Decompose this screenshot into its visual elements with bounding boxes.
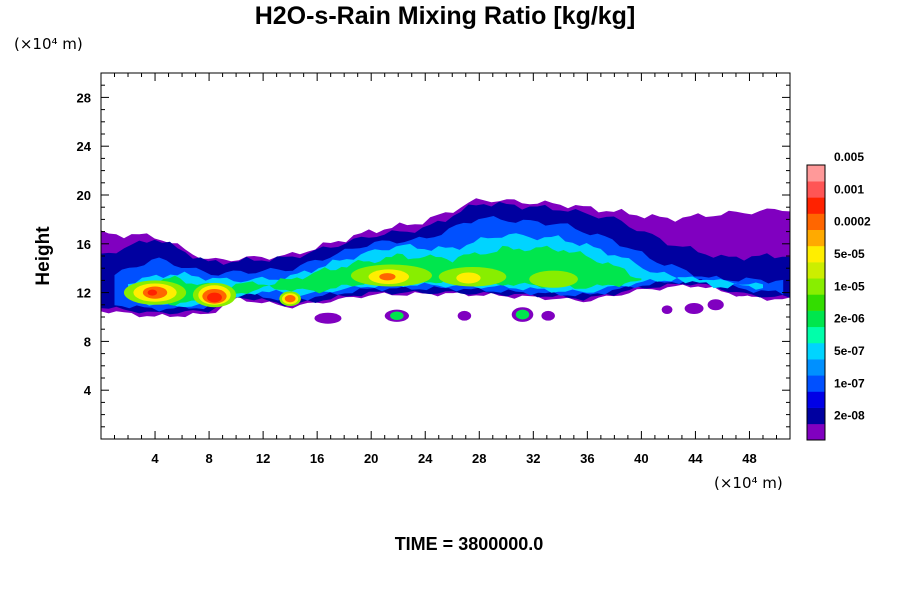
colorbar-swatch: [807, 245, 825, 263]
colorbar-swatch: [807, 375, 825, 392]
y-axis-title: Height: [33, 226, 54, 286]
x-tick-label: 12: [256, 451, 270, 466]
field-cell-level-7: [515, 309, 530, 320]
field-cell-level-0: [684, 302, 704, 314]
y-tick-label: 12: [77, 286, 91, 301]
colorbar-label: 1e-05: [834, 279, 865, 293]
colorbar-swatch: [807, 197, 825, 214]
y-unit-label: (×10⁴ m): [14, 35, 83, 53]
y-tick-label: 20: [77, 188, 91, 203]
colorbar-swatch: [807, 294, 825, 311]
colorbar-swatch: [807, 278, 825, 295]
field-cell-level-11: [456, 272, 481, 284]
y-tick-label: 4: [84, 383, 92, 398]
field-cell-level-13: [284, 295, 296, 303]
chart-title: H2O-s-Rain Mixing Ratio [kg/kg]: [255, 2, 636, 30]
y-axis: 4 8 12 16 20 24 28: [77, 84, 790, 428]
colorbar-swatch: [807, 407, 825, 425]
colorbar-swatch: [807, 181, 825, 198]
x-tick-label: 40: [634, 451, 648, 466]
colorbar-label: 0.001: [834, 182, 864, 196]
colorbar-swatch: [807, 326, 825, 344]
colorbar-swatch: [807, 310, 825, 328]
x-tick-label: 24: [418, 451, 433, 466]
field-cell-level-14: [207, 292, 222, 303]
colorbar-swatch: [807, 262, 825, 279]
field-cell-level-0: [541, 310, 555, 321]
colorbar-frame: [806, 164, 826, 441]
field-cell-level-0: [457, 310, 472, 321]
field-cell-level-0: [707, 299, 724, 311]
colorbar-swatch: [807, 229, 825, 247]
colorbar-swatch: [807, 342, 825, 360]
x-tick-label: 36: [580, 451, 594, 466]
colorbar-label: 2e-06: [834, 312, 865, 326]
x-tick-label: 48: [742, 451, 756, 466]
x-axis: 4 8 12 16 20 24 28 32 36 40 44 48: [114, 73, 777, 466]
colorbar-label: 1e-07: [834, 376, 865, 390]
colorbar: 2e-08 1e-07 5e-07 2e-06 1e-05 5e-05 0.0002 0.00…: [806, 150, 871, 441]
colorbar-label: 5e-05: [834, 247, 865, 261]
colorbar-label: 2e-08: [834, 409, 865, 423]
colorbar-swatch: [807, 213, 825, 231]
x-tick-label: 28: [472, 451, 486, 466]
mixing-ratio-field: [101, 198, 790, 324]
field-cell-level-0: [314, 312, 342, 324]
x-tick-label: 20: [364, 451, 378, 466]
x-tick-label: 44: [688, 451, 703, 466]
x-tick-label: 4: [151, 451, 159, 466]
field-cell-level-9: [529, 270, 578, 288]
x-tick-label: 16: [310, 451, 324, 466]
colorbar-swatch: [807, 423, 825, 441]
field-cell-level-14: [147, 289, 158, 296]
y-tick-label: 8: [84, 334, 91, 349]
y-tick-label: 16: [77, 237, 91, 252]
colorbar-label: 5e-07: [834, 344, 865, 358]
colorbar-swatch: [807, 359, 825, 376]
field-cell-level-7: [390, 311, 404, 321]
y-tick-label: 24: [77, 139, 92, 154]
colorbar-label: 0.005: [834, 150, 864, 164]
x-tick-label: 8: [205, 451, 212, 466]
y-tick-label: 28: [77, 90, 91, 105]
field-cell-level-13: [379, 273, 396, 281]
colorbar-label: 0.0002: [834, 215, 871, 229]
colorbar-swatch: [807, 391, 825, 408]
time-label: TIME = 3800000.0: [395, 534, 544, 554]
x-unit-label: (×10⁴ m): [714, 474, 783, 492]
x-tick-label: 32: [526, 451, 540, 466]
colorbar-swatch: [807, 165, 825, 182]
field-cell-level-0: [661, 305, 673, 314]
